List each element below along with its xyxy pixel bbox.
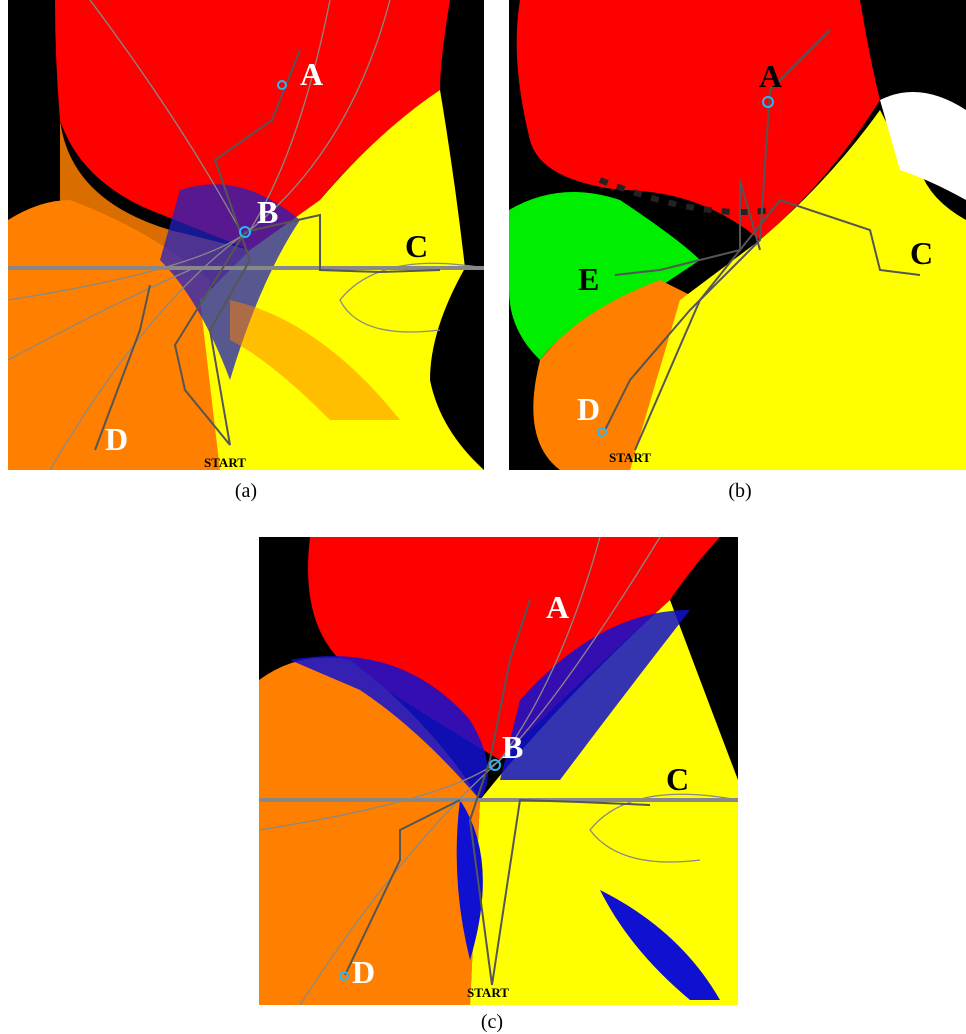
label: START: [609, 450, 651, 465]
label: B: [502, 729, 523, 765]
label: C: [405, 228, 428, 264]
label: A: [759, 58, 782, 94]
page: {"panels": [ {"caption": "(a)", "labels"…: [0, 0, 966, 1034]
label: D: [352, 954, 375, 990]
label: E: [578, 261, 599, 297]
label: D: [105, 421, 128, 457]
label: B: [257, 194, 278, 230]
figure: A B C D START (a) A E C D START (b): [0, 0, 966, 1034]
caption: (b): [728, 480, 751, 502]
caption: (c): [481, 1011, 503, 1033]
label: START: [204, 455, 246, 470]
label: C: [910, 235, 933, 271]
label: START: [467, 985, 509, 1000]
label: D: [577, 391, 600, 427]
label: C: [666, 761, 689, 797]
label: A: [546, 589, 569, 625]
caption: (a): [235, 480, 257, 502]
label: A: [300, 56, 323, 92]
